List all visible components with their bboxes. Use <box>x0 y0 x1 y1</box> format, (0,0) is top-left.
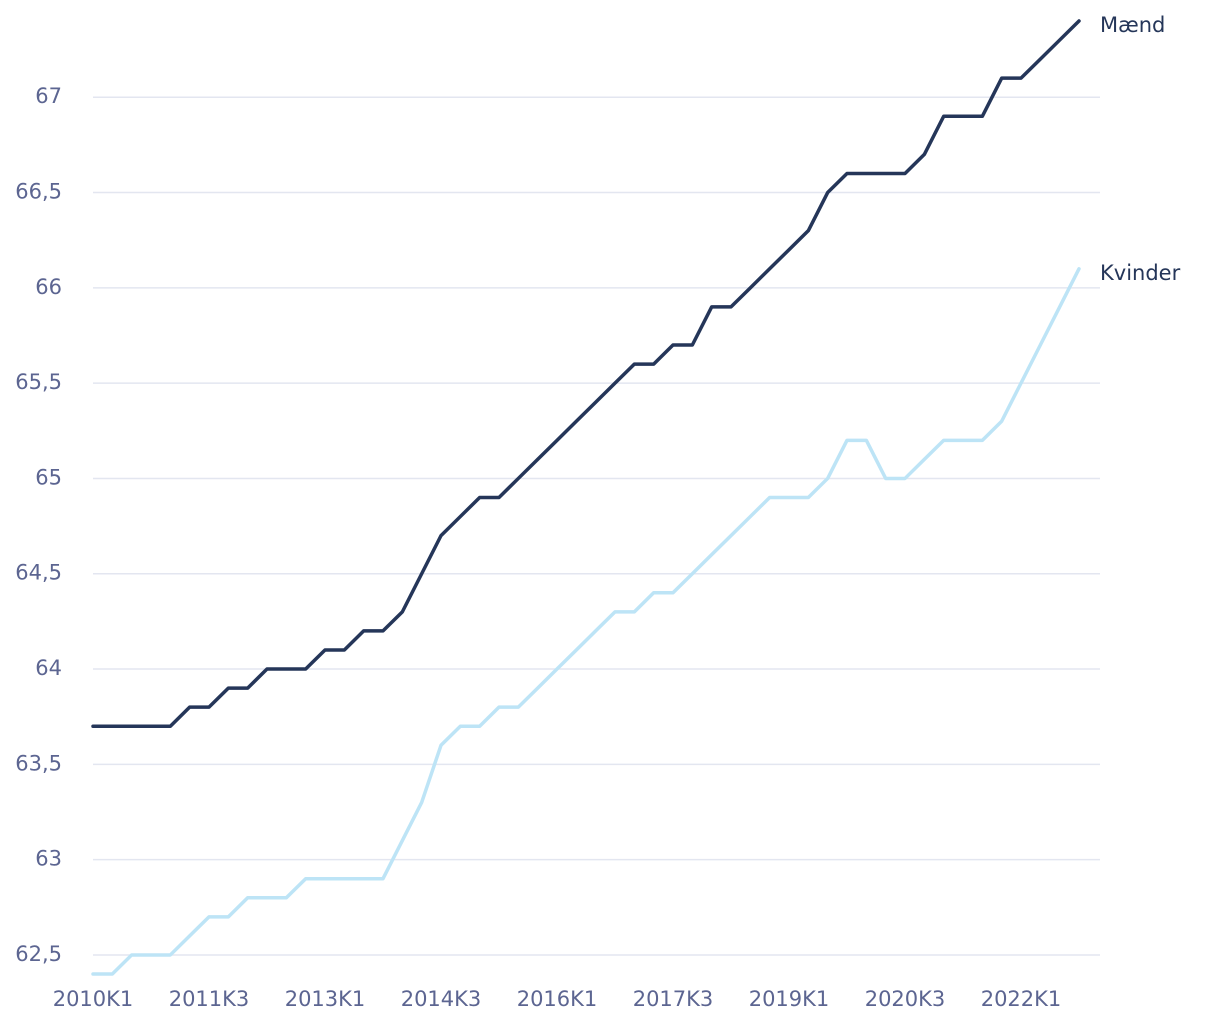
x-tick-label: 2019K1 <box>749 987 830 1011</box>
x-tick-label: 2016K1 <box>517 987 598 1011</box>
series-label: Kvinder <box>1100 261 1181 285</box>
y-tick-label: 63,5 <box>15 751 62 775</box>
y-tick-label: 62,5 <box>15 942 62 966</box>
x-tick-label: 2010K1 <box>53 987 134 1011</box>
x-tick-label: 2013K1 <box>285 987 366 1011</box>
x-tick-label: 2022K1 <box>981 987 1062 1011</box>
x-tick-label: 2014K3 <box>401 987 482 1011</box>
line-series <box>91 19 1081 728</box>
y-tick-label: 66 <box>35 275 62 299</box>
series-label: Mænd <box>1100 13 1165 37</box>
y-tick-label: 65 <box>35 465 62 489</box>
y-tick-label: 64,5 <box>15 561 62 585</box>
y-tick-label: 67 <box>35 84 62 108</box>
x-tick-label: 2020K3 <box>865 987 946 1011</box>
x-tick-label: 2017K3 <box>633 987 714 1011</box>
y-tick-label: 66,5 <box>15 180 62 204</box>
y-tick-label: 65,5 <box>15 370 62 394</box>
line-series <box>91 267 1081 976</box>
x-tick-label: 2011K3 <box>169 987 250 1011</box>
y-tick-label: 63 <box>35 847 62 871</box>
y-tick-label: 64 <box>35 656 62 680</box>
